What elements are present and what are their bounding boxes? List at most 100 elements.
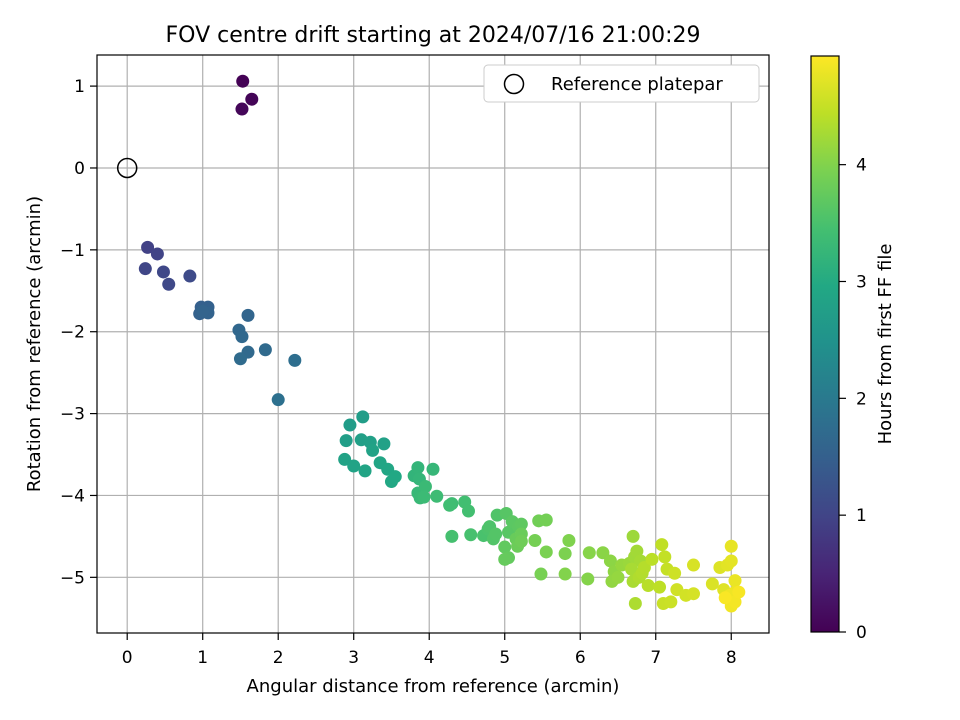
data-point (461, 504, 475, 518)
data-point (611, 570, 625, 584)
data-point (686, 587, 700, 601)
data-point (162, 277, 176, 291)
y-axis-ticks: 1 0 −1 −2 −3 −4 −5 (60, 77, 97, 588)
data-point (464, 528, 478, 542)
grid-lines (97, 55, 769, 633)
data-point (498, 540, 512, 554)
colorbar-label: Hours from first FF file (875, 244, 896, 445)
colorbar-gradient (810, 55, 840, 633)
data-point (489, 527, 503, 541)
data-point (603, 554, 617, 568)
x-tick-label: 1 (197, 648, 208, 668)
data-point (417, 490, 431, 504)
data-point (288, 353, 302, 367)
data-point (562, 533, 576, 547)
colorbar-tick-label: 3 (856, 272, 867, 292)
x-tick-label: 0 (122, 648, 133, 668)
data-point (339, 434, 353, 448)
data-point (347, 459, 361, 473)
colorbar-tick-label: 4 (856, 156, 867, 176)
data-point (637, 561, 651, 575)
data-point (724, 554, 738, 568)
data-point (235, 102, 249, 116)
x-tick-label: 2 (273, 648, 284, 668)
data-point (356, 410, 370, 424)
data-point (728, 595, 742, 609)
data-point (581, 572, 595, 586)
legend: Reference platepar (483, 64, 760, 103)
data-point (236, 74, 250, 88)
y-tick-label: −1 (60, 241, 85, 261)
data-point (514, 517, 528, 531)
y-tick-label: −5 (60, 568, 85, 588)
data-point (625, 562, 639, 576)
data-point (658, 550, 672, 564)
data-point (705, 577, 719, 591)
data-point (539, 545, 553, 559)
data-point (150, 247, 164, 261)
y-tick-label: 1 (74, 77, 85, 97)
data-point (196, 304, 210, 318)
data-point (534, 567, 548, 581)
data-point (498, 552, 512, 566)
x-tick-label: 3 (348, 648, 359, 668)
x-tick-label: 6 (575, 648, 586, 668)
data-point (183, 269, 197, 283)
data-point (430, 489, 444, 503)
data-point (258, 343, 272, 357)
legend-reference-marker (503, 73, 525, 95)
data-point (338, 452, 352, 466)
colorbar-tick-label: 2 (856, 389, 867, 409)
data-point (141, 240, 155, 254)
data-point (411, 461, 425, 475)
data-points (116, 74, 746, 613)
data-point (235, 330, 249, 344)
data-point (626, 529, 640, 543)
data-point (366, 443, 380, 457)
data-point (630, 544, 644, 558)
x-tick-label: 5 (499, 648, 510, 668)
data-point (418, 479, 432, 493)
data-point (558, 547, 572, 561)
y-tick-label: −2 (60, 323, 85, 343)
x-axis-ticks: 0 1 2 3 4 5 6 7 8 (122, 633, 737, 668)
colorbar-tick-label: 1 (856, 506, 867, 526)
data-point (528, 533, 542, 547)
x-tick-label: 7 (650, 648, 661, 668)
y-tick-label: 0 (74, 159, 85, 179)
data-point (445, 529, 459, 543)
data-point (358, 464, 372, 478)
data-point (655, 538, 669, 552)
data-point (596, 546, 610, 560)
x-tick-label: 8 (726, 648, 737, 668)
legend-box (483, 64, 760, 103)
data-point (686, 558, 700, 572)
data-point (558, 567, 572, 581)
data-point (732, 585, 746, 599)
y-tick-label: −3 (60, 405, 85, 425)
data-point (426, 462, 440, 476)
colorbar-ticks: 0 1 2 3 4 (839, 156, 867, 643)
data-point (514, 534, 528, 548)
data-point (641, 579, 655, 593)
data-point (628, 597, 642, 611)
data-point (718, 591, 732, 605)
data-point (138, 262, 152, 276)
data-point (664, 595, 678, 609)
data-point (724, 539, 738, 553)
data-point (653, 580, 667, 594)
data-point (343, 418, 357, 432)
data-point (241, 308, 255, 322)
reference-platepar-marker (116, 157, 138, 179)
colorbar: 0 1 2 3 4 Hours from first FF file (810, 55, 896, 643)
y-axis-label: Rotation from reference (arcmin) (24, 196, 45, 492)
x-tick-label: 4 (424, 648, 435, 668)
legend-label: Reference platepar (551, 74, 723, 95)
y-tick-label: −4 (60, 486, 85, 506)
data-point (645, 552, 659, 566)
data-point (728, 574, 742, 588)
data-point (271, 393, 285, 407)
data-point (443, 498, 457, 512)
data-point (582, 546, 596, 560)
